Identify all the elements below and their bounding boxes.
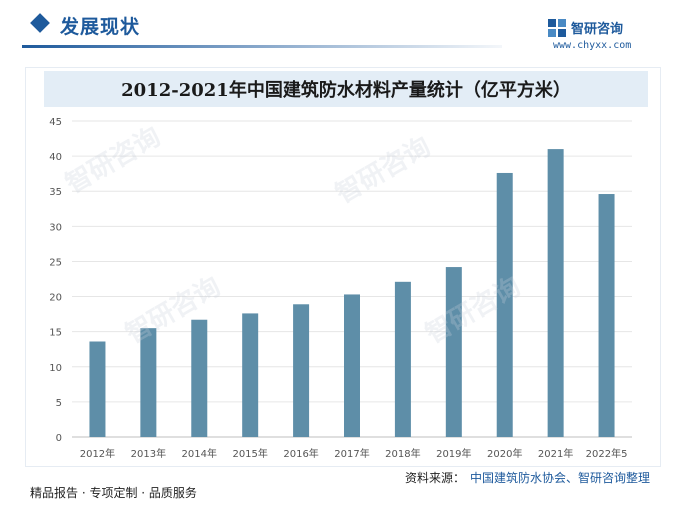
chart-panel: 2012-2021年中国建筑防水材料产量统计（亿平方米） xyxy=(25,67,661,467)
bar xyxy=(191,319,208,437)
source-text: 中国建筑防水协会、智研咨询整理 xyxy=(470,471,651,485)
brand-name: 智研咨询 xyxy=(571,22,624,37)
chart-title-bar: 2012-2021年中国建筑防水材料产量统计（亿平方米） xyxy=(44,71,648,107)
y-tick-label: 35 xyxy=(49,187,62,198)
x-tick-label: 2015年 xyxy=(232,447,267,460)
y-tick-label: 45 xyxy=(49,117,62,128)
footer-tagline: 精品报告 · 专项定制 · 品质服务 xyxy=(30,486,197,500)
bar xyxy=(293,304,310,437)
chart-title: 2012-2021年中国建筑防水材料产量统计（亿平方米） xyxy=(121,80,571,101)
x-tick-label: 2017年 xyxy=(334,447,369,460)
x-tick-label: 2012年 xyxy=(80,447,115,460)
bar xyxy=(547,149,564,438)
x-tick-label: 2013年 xyxy=(131,447,166,460)
y-tick-label: 20 xyxy=(49,293,62,304)
section-title: 发展现状 xyxy=(60,16,141,38)
bar xyxy=(394,281,411,437)
y-tick-label: 15 xyxy=(49,328,62,339)
x-tick-label: 2019年 xyxy=(436,447,471,460)
header-divider xyxy=(22,45,502,48)
y-tick-label: 30 xyxy=(49,222,62,233)
brand-logo-icon xyxy=(548,19,566,37)
x-tick-label: 2021年 xyxy=(538,447,573,460)
y-tick-label: 0 xyxy=(56,433,62,444)
bar xyxy=(496,172,513,437)
bar xyxy=(242,313,259,437)
y-tick-label: 5 xyxy=(56,398,62,409)
y-tick-label: 40 xyxy=(49,152,62,163)
bar xyxy=(598,194,615,437)
bar xyxy=(344,294,360,437)
brand-url: www.chyxx.com xyxy=(553,40,632,51)
x-tick-label: 2018年 xyxy=(385,447,420,460)
y-tick-label: 25 xyxy=(49,257,62,268)
bar xyxy=(89,341,106,437)
bar xyxy=(140,328,157,437)
bar xyxy=(445,267,462,437)
source-label: 资料来源： xyxy=(405,471,466,485)
y-tick-label: 10 xyxy=(49,363,62,374)
x-tick-label: 2022年5 xyxy=(586,447,628,460)
x-tick-label: 2020年 xyxy=(487,447,522,460)
x-tick-label: 2016年 xyxy=(283,447,318,460)
brand-block: 智研咨询 www.chyxx.com xyxy=(547,16,657,56)
x-tick-label: 2014年 xyxy=(182,447,217,460)
section-header: 发展现状 智研咨询 www.chyxx.com xyxy=(0,0,683,60)
